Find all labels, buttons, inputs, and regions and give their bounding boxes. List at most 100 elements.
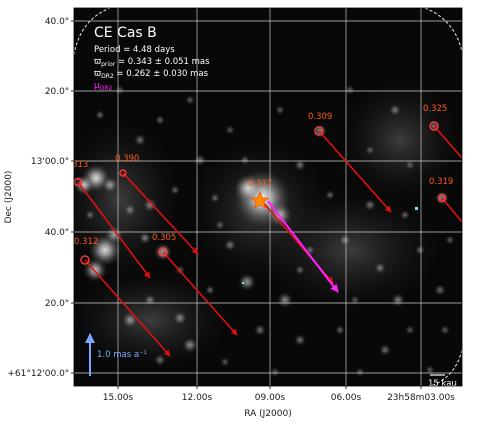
star-blob	[445, 235, 455, 245]
star-blob	[240, 155, 250, 165]
star-blob	[124, 204, 136, 216]
star-blob	[400, 210, 410, 220]
star-blob	[364, 199, 376, 211]
marker-0319	[437, 193, 447, 203]
pm-vector-0312	[84, 259, 171, 357]
y-tick-label: 20.0"	[45, 87, 69, 97]
star-blob	[425, 365, 435, 375]
star-blob	[115, 85, 125, 95]
y-tick-label: 40.0"	[45, 228, 69, 238]
y-tick-label: 20.0"	[45, 299, 69, 309]
star-blob	[325, 190, 335, 200]
star-blob	[295, 265, 305, 275]
pm-vector-0319	[441, 197, 462, 223]
star-blob	[277, 292, 293, 308]
star-blob	[355, 367, 365, 377]
star-blob	[205, 285, 215, 295]
marker-0325	[429, 121, 439, 131]
star-blob	[85, 210, 95, 220]
y-axis-label: Dec (J2000)	[4, 171, 14, 224]
cyan-spot	[242, 282, 244, 284]
star-blob	[194, 154, 206, 166]
star-blob	[374, 262, 386, 274]
star-blob	[225, 125, 235, 135]
star-blob	[405, 160, 415, 170]
period-text: Period = 4.48 days	[94, 45, 175, 55]
corner-arcs	[74, 8, 462, 386]
star-blob	[154, 354, 166, 366]
star-blob	[122, 312, 138, 328]
star-blob	[415, 245, 425, 255]
pm-scale-label: 1.0 mas a⁻¹	[97, 350, 147, 360]
star-blob	[134, 134, 146, 146]
star-blob	[155, 115, 165, 125]
star-blob	[440, 325, 450, 335]
star-blob	[220, 357, 230, 367]
coordinate-grid	[74, 8, 462, 386]
y-tick-label: +61°12'00.0"	[7, 369, 69, 379]
star-blob	[275, 105, 285, 115]
x-tick-label: 06.00s	[331, 393, 362, 403]
target-star-icon	[250, 191, 270, 209]
star-blob	[74, 175, 94, 195]
star-blob	[224, 239, 236, 251]
x-axis: 15.00s 12.00s 09.00s 06.00s 23h58m03.00s	[103, 386, 455, 403]
star-blob	[215, 220, 225, 230]
star-blob	[173, 311, 187, 325]
label-0325: 0.325	[423, 104, 447, 114]
star-blob	[391, 293, 405, 307]
marker-0305	[158, 247, 168, 257]
dr2-parallax-text: ϖDR2 = 0.262 ± 0.030 mas	[94, 69, 209, 80]
pm-vector-0313	[77, 181, 151, 279]
star-blob	[294, 159, 306, 171]
label-0309: 0.309	[308, 112, 332, 122]
star-blob	[294, 334, 306, 346]
chart-title: CE Cas B	[94, 25, 157, 41]
pm-vector-0325	[433, 125, 462, 159]
label-0313: 0.313	[64, 160, 88, 170]
label-0305: 0.305	[152, 233, 176, 243]
star-blob	[339, 234, 351, 246]
diffuse-emission	[74, 80, 460, 370]
marker-0313	[74, 177, 83, 187]
y-axis: 40.0" 20.0" 13'00.0" 40.0" 20.0" +61°12'00.0"	[7, 17, 74, 379]
star-blob	[238, 273, 256, 291]
label-0317: 0.317	[248, 179, 272, 189]
star-blob	[143, 198, 157, 212]
star-blob	[434, 284, 446, 296]
parallax-labels: 0.317 0.309 0.325 0.313 0.390 0.319 0.30…	[64, 104, 453, 247]
label-0319: 0.319	[429, 177, 453, 187]
distance-scale-label: 15 kau	[428, 379, 457, 389]
prior-parallax-text: ϖprior = 0.343 ± 0.051 mas	[94, 57, 210, 68]
x-tick-label: 15.00s	[103, 393, 134, 403]
y-tick-label: 40.0"	[45, 17, 69, 27]
marker-0309	[314, 126, 324, 136]
x-tick-label: 23h58m03.00s	[387, 393, 455, 403]
star-blob	[95, 110, 105, 120]
marker-0390	[119, 169, 127, 177]
star-blob	[345, 85, 355, 95]
y-tick-label: 13'00.0"	[31, 157, 69, 167]
pm-vector-0305	[162, 251, 238, 336]
dr2-pm-legend: μDR2	[94, 81, 113, 92]
star-blob	[379, 344, 391, 356]
star-blob	[254, 324, 266, 336]
star-blob	[182, 337, 198, 353]
label-0390: 0.390	[115, 154, 139, 164]
star-blob	[405, 325, 415, 335]
star-blob	[105, 226, 123, 244]
star-blob	[234, 174, 262, 202]
dr2-pm-vector	[267, 200, 339, 293]
pm-vectors	[77, 125, 462, 357]
x-tick-label: 09.00s	[255, 393, 286, 403]
star-blob	[365, 145, 375, 155]
label-0312: 0.312	[74, 237, 98, 247]
star-blob	[270, 367, 280, 377]
star-blob	[350, 295, 360, 305]
x-axis-label: RA (J2000)	[244, 409, 292, 419]
cyan-spot	[415, 207, 418, 210]
info-box: CE Cas B Period = 4.48 days ϖprior = 0.3…	[94, 25, 210, 92]
x-tick-label: 12.00s	[182, 393, 213, 403]
star-blob	[185, 95, 195, 105]
